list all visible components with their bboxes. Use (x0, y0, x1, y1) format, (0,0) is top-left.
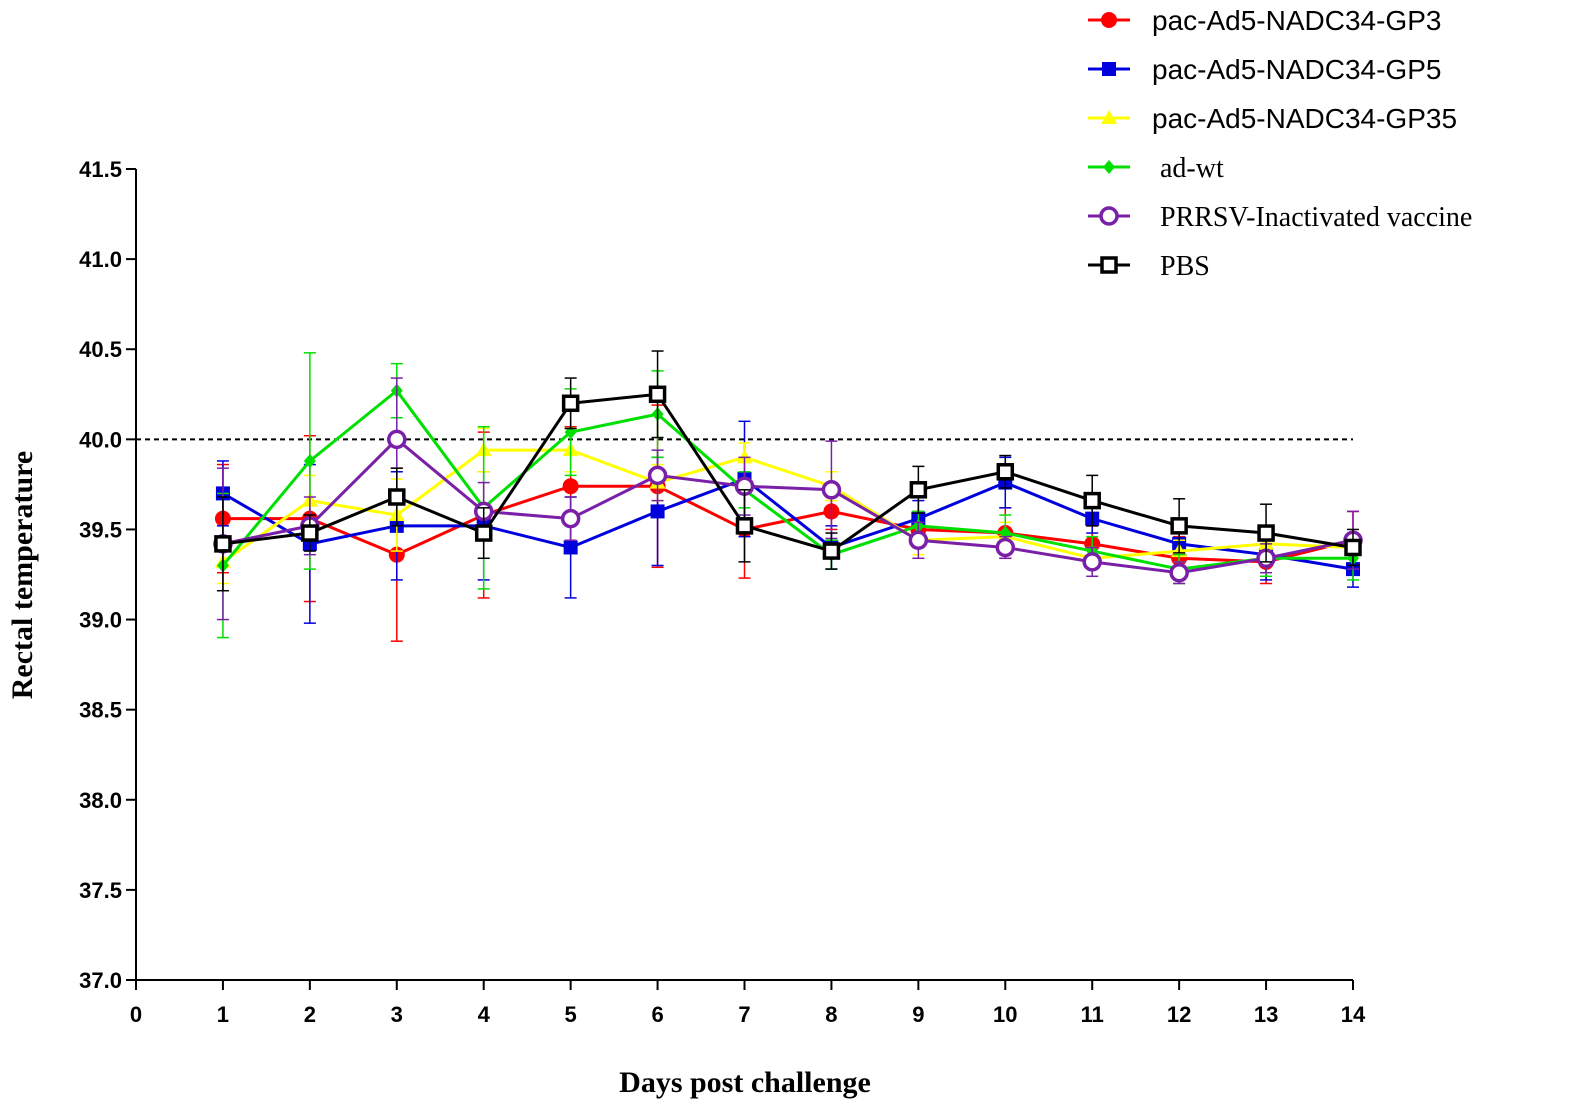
series-line (222, 437, 1354, 575)
data-point (387, 429, 407, 450)
data-point (1170, 517, 1188, 535)
data-point (822, 542, 841, 560)
data-point (561, 394, 580, 413)
legend-marker (1100, 256, 1118, 274)
legend-label: PBS (1160, 251, 1210, 282)
legend: pac-Ad5-NADC34-GP3 pac-Ad5-NADC34-GP5 pac-… (1088, 5, 1472, 282)
x-tick-label: 6 (651, 1002, 663, 1027)
y-tick-label: 40.5 (79, 337, 122, 362)
legend-entry: pac-Ad5-NADC34-GP3 (1088, 5, 1441, 36)
data-point (562, 478, 579, 495)
y-tick-label: 40.0 (79, 427, 122, 452)
data-point (474, 524, 493, 542)
y-tick-label: 38.5 (79, 698, 122, 723)
legend-label: ad-wt (1160, 153, 1224, 184)
y-tick-label: 37.5 (79, 878, 122, 903)
data-point (908, 530, 929, 551)
x-tick-label: 8 (825, 1002, 837, 1027)
legend-entry: pac-Ad5-NADC34-GP5 (1088, 54, 1441, 85)
legend-marker (1099, 206, 1119, 226)
x-axis-title: Days post challenge (619, 1066, 871, 1099)
legend-marker (1102, 62, 1116, 76)
data-point (995, 537, 1016, 558)
data-point (909, 481, 928, 499)
data-point (648, 385, 667, 404)
data-point (388, 488, 406, 506)
legend-label: pac-Ad5-NADC34-GP3 (1152, 5, 1441, 36)
legend-label: PRRSV-Inactivated vaccine (1160, 202, 1472, 233)
legend-entry: PRRSV-Inactivated vaccine (1088, 202, 1472, 233)
y-axis-title: Rectal temperature (6, 451, 39, 700)
y-tick-label: 38.0 (79, 788, 122, 813)
y-tick-label: 39.0 (79, 608, 122, 633)
legend-entry: PBS (1088, 251, 1210, 282)
legend-entry: pac-Ad5-NADC34-GP35 (1088, 103, 1457, 134)
data-point (560, 508, 581, 529)
series-5 (214, 350, 1362, 592)
legend-label: pac-Ad5-NADC34-GP35 (1152, 103, 1457, 134)
plot-area: 37.0 37.5 38.0 38.5 39.0 39.5 40.0 40.5 41.0 41.5… (79, 157, 1366, 1027)
x-tick-label: 13 (1254, 1002, 1278, 1027)
data-point (1344, 538, 1362, 557)
data-point (1082, 552, 1102, 572)
data-point (301, 524, 319, 542)
x-tick-label: 3 (391, 1002, 403, 1027)
data-point (1257, 524, 1275, 542)
data-point (996, 463, 1015, 481)
y-tick-label: 39.5 (79, 517, 122, 542)
legend-marker (1103, 160, 1115, 174)
data-point (650, 504, 665, 519)
series-line (222, 477, 1354, 571)
x-tick-label: 9 (912, 1002, 924, 1027)
data-point (1083, 491, 1101, 510)
data-point (563, 540, 578, 555)
x-tick-label: 4 (478, 1002, 491, 1027)
x-tick-label: 0 (130, 1002, 142, 1027)
series-line (222, 392, 1354, 553)
series-line (221, 388, 1353, 571)
legend-label: pac-Ad5-NADC34-GP5 (1152, 54, 1441, 85)
y-tick-label: 37.0 (79, 968, 122, 993)
y-tick-label: 41.0 (79, 247, 122, 272)
data-point (821, 480, 842, 500)
x-tick-label: 11 (1081, 1002, 1104, 1027)
data-point (303, 453, 316, 468)
x-tick-label: 5 (565, 1002, 577, 1027)
x-tick-label: 14 (1341, 1002, 1366, 1027)
x-tick-label: 2 (304, 1002, 316, 1027)
data-point (735, 517, 754, 535)
x-tick-label: 7 (738, 1002, 750, 1027)
data-point (1169, 562, 1189, 583)
data-point (736, 449, 753, 464)
legend-entry: ad-wt (1088, 153, 1224, 184)
data-point (214, 535, 232, 553)
series-2 (214, 427, 1361, 585)
legend-marker (1101, 110, 1117, 124)
data-point (647, 465, 668, 486)
y-tick-label: 41.5 (79, 157, 122, 182)
x-tick-label: 12 (1167, 1002, 1191, 1027)
legend-marker (1101, 12, 1117, 28)
series-4 (213, 377, 1363, 621)
x-tick-label: 10 (993, 1002, 1017, 1027)
x-tick-label: 1 (217, 1002, 229, 1027)
